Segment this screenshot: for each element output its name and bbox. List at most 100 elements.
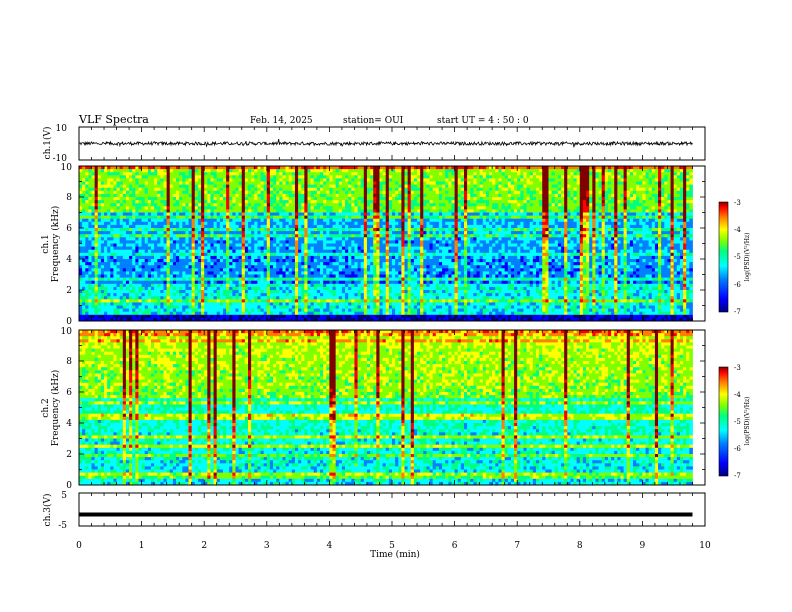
spectrogram-cell — [82, 172, 86, 176]
spectrogram-cell — [236, 203, 240, 207]
spectrogram-cell — [192, 166, 196, 170]
spectrogram-cell — [323, 247, 327, 251]
spectrogram-cell — [342, 247, 346, 251]
spectrogram-cell — [98, 284, 102, 288]
spectrogram-cell — [223, 175, 227, 179]
spectrogram-cell — [101, 231, 105, 235]
spectrogram-cell — [207, 262, 211, 266]
spectrogram-cell — [273, 166, 277, 170]
spectrogram-cell — [336, 250, 340, 254]
spectrogram-cell — [242, 225, 246, 229]
spectrogram-cell — [289, 200, 293, 204]
spectrogram-cell — [236, 309, 240, 313]
spectrogram-cell — [145, 265, 149, 269]
spectrogram-cell — [314, 185, 318, 189]
spectrogram-cell — [254, 281, 258, 285]
spectrogram-cell — [383, 237, 387, 241]
spectrogram-cell — [261, 169, 265, 173]
spectrogram-cell — [282, 240, 286, 244]
spectrogram-cell — [185, 194, 189, 198]
spectrogram-cell — [342, 172, 346, 176]
spectrogram-cell — [276, 250, 280, 254]
spectrogram-cell — [192, 213, 196, 217]
spectrogram-cell — [210, 206, 214, 210]
spectrogram-cell — [323, 253, 327, 256]
spectrogram-cell — [98, 228, 102, 232]
spectrogram-cell — [376, 197, 380, 201]
spectrogram-cell — [232, 185, 236, 189]
spectrogram-cell — [320, 315, 324, 319]
spectrogram-cell — [195, 302, 199, 306]
spectrogram-cell — [110, 219, 114, 223]
spectrogram-cell — [204, 299, 208, 303]
spectrogram-cell — [386, 278, 390, 282]
spectrogram-cell — [383, 259, 387, 263]
spectrogram-cell — [207, 197, 211, 201]
spectrogram-cell — [311, 209, 315, 213]
spectrogram-cell — [323, 216, 327, 220]
spectrogram-cell — [354, 188, 358, 192]
spectrogram-cell — [239, 178, 243, 182]
spectrogram-cell — [379, 178, 383, 182]
spectrogram-cell — [373, 188, 377, 192]
spectrogram-cell — [142, 219, 146, 223]
spectrogram-cell — [195, 182, 199, 186]
spectrogram-cell — [167, 231, 171, 235]
spectrogram-cell — [239, 259, 243, 263]
spectrogram-cell — [170, 309, 174, 313]
spectrogram-cell — [264, 275, 268, 279]
spectrogram-cell — [189, 247, 193, 251]
spectrogram-cell — [264, 209, 268, 213]
spectrogram-cell — [276, 259, 280, 263]
spectrogram-cell — [351, 194, 355, 198]
spectrogram-cell — [376, 203, 380, 207]
spectrogram-cell — [248, 284, 252, 288]
spectrogram-cell — [123, 290, 127, 294]
spectrogram-cell — [311, 299, 315, 303]
spectrogram-cell — [142, 309, 146, 313]
spectrogram-cell — [201, 259, 205, 263]
spectrogram-cell — [307, 185, 311, 189]
spectrogram-cell — [117, 284, 121, 288]
spectrogram-cell — [164, 302, 168, 306]
spectrogram-cell — [289, 191, 293, 195]
spectrogram-cell — [348, 213, 352, 217]
spectrogram-cell — [279, 237, 283, 241]
spectrogram-cell — [176, 265, 180, 269]
spectrogram-cell — [142, 250, 146, 254]
spectrogram-cell — [376, 178, 380, 182]
spectrogram-cell — [95, 237, 99, 241]
spectrogram-cell — [207, 278, 211, 282]
spectrogram-cell — [170, 225, 174, 229]
spectrogram-cell — [207, 231, 211, 235]
spectrogram-cell — [348, 271, 352, 275]
spectrogram-cell — [345, 175, 349, 179]
spectrogram-cell — [101, 309, 105, 313]
spectrogram-cell — [361, 268, 365, 272]
spectrogram-cell — [142, 296, 146, 300]
spectrogram-cell — [354, 178, 358, 182]
spectrogram-cell — [129, 175, 133, 179]
spectrogram-cell — [236, 302, 240, 306]
spectrogram-cell — [79, 281, 83, 285]
spectrogram-cell — [210, 281, 214, 285]
spectrogram-cell — [154, 166, 158, 170]
spectrogram-cell — [304, 253, 308, 256]
spectrogram-cell — [198, 268, 202, 272]
spectrogram-cell — [270, 281, 274, 285]
spectrogram-cell — [201, 185, 205, 189]
spectrogram-cell — [189, 216, 193, 220]
spectrogram-cell — [245, 296, 249, 300]
spectrogram-cell — [185, 209, 189, 213]
spectrogram-cell — [270, 306, 274, 310]
spectrogram-cell — [223, 172, 227, 176]
spectrogram-cell — [85, 185, 89, 189]
spectrogram-cell — [254, 231, 258, 235]
spectrogram-cell — [138, 278, 142, 282]
spectrogram-cell — [104, 244, 108, 248]
spectrogram-cell — [292, 287, 296, 291]
spectrogram-cell — [379, 262, 383, 266]
spectrogram-cell — [317, 191, 321, 195]
spectrogram-cell — [226, 209, 230, 213]
spectrogram-cell — [82, 219, 86, 223]
